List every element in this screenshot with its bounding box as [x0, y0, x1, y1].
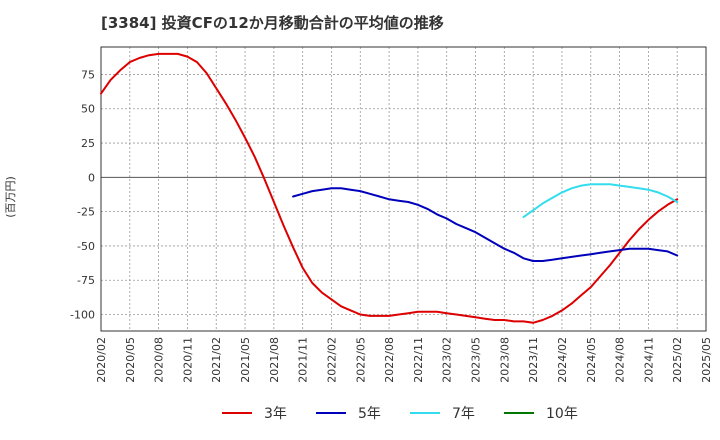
x-tick-label: 2023/08	[498, 337, 511, 383]
legend-label-3年: 3年	[264, 406, 287, 422]
x-tick-label: 2024/08	[614, 337, 627, 383]
y-tick-label: -100	[70, 309, 95, 322]
y-axis-label: (百万円)	[4, 176, 17, 218]
chart-title: [3384] 投資CFの12か月移動合計の平均値の推移	[101, 14, 444, 32]
series-line-3年	[100, 52, 679, 324]
y-tick-label: -50	[77, 240, 95, 253]
x-tick-label: 2022/11	[412, 337, 425, 383]
x-tick-label: 2023/11	[527, 337, 540, 383]
legend-label-7年: 7年	[452, 406, 475, 422]
x-tick-label: 2021/11	[297, 337, 310, 383]
y-tick-label: 75	[81, 68, 95, 81]
x-tick-label: 2024/11	[642, 337, 655, 383]
x-tick-label: 2022/08	[383, 337, 396, 383]
plot-area-frame	[100, 46, 707, 332]
y-tick-label: -25	[77, 206, 95, 219]
y-tick-label: 0	[88, 171, 95, 184]
x-tick-label: 2022/05	[354, 337, 367, 383]
y-tick-label: 50	[81, 103, 95, 116]
x-tick-label: 2023/02	[441, 337, 454, 383]
series-line-7年	[522, 183, 679, 219]
x-tick-label: 2020/11	[181, 337, 194, 383]
x-tick-label: 2022/02	[325, 337, 338, 383]
x-tick-label: 2021/08	[268, 337, 281, 383]
legend-label-5年: 5年	[358, 406, 381, 422]
y-tick-label: 25	[81, 137, 95, 150]
legend-label-10年: 10年	[546, 406, 578, 422]
x-tick-label: 2025/05	[700, 337, 713, 383]
x-tick-label: 2020/08	[153, 337, 166, 383]
y-tick-label: -75	[77, 274, 95, 287]
x-tick-label: 2024/05	[585, 337, 598, 383]
x-tick-label: 2020/02	[95, 337, 108, 383]
x-tick-label: 2025/02	[671, 337, 684, 383]
x-tick-label: 2021/05	[239, 337, 252, 383]
series-line-5年	[292, 187, 679, 262]
x-tick-label: 2023/05	[470, 337, 483, 383]
x-tick-label: 2020/05	[124, 337, 137, 383]
x-tick-label: 2024/02	[556, 337, 569, 383]
x-tick-label: 2021/02	[210, 337, 223, 383]
